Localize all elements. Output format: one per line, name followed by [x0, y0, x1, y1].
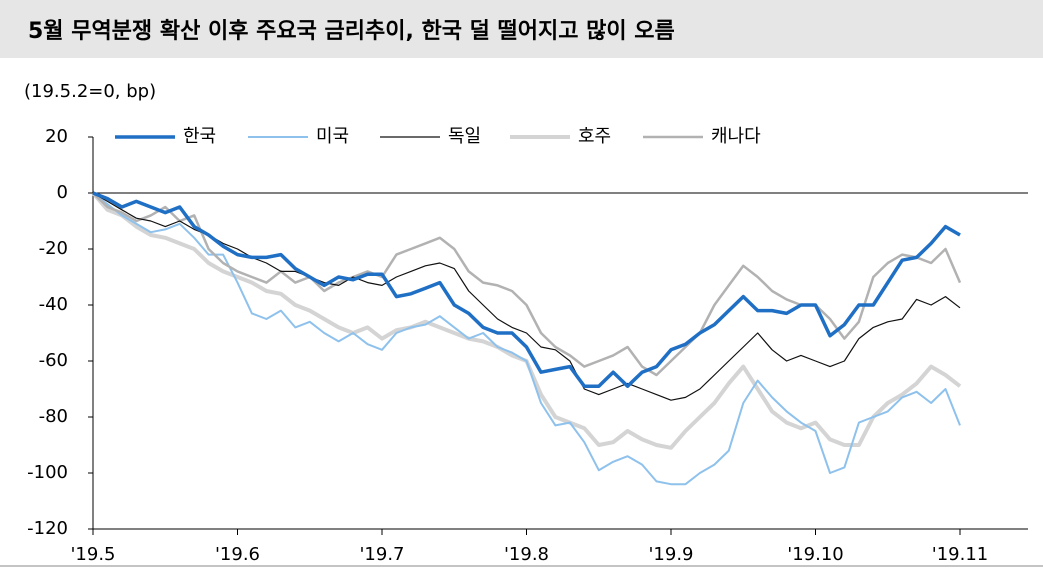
y-tick-label: -20 [39, 238, 68, 259]
legend-label: 한국 [183, 126, 216, 147]
y-tick-label: 20 [45, 126, 68, 147]
chart-title: 5월 무역분쟁 확산 이후 주요국 금리추이, 한국 덜 떨어지고 많이 오름 [28, 19, 675, 44]
x-tick-label: '19.8 [504, 544, 549, 565]
x-tick-label: '19.7 [359, 544, 404, 565]
series-line [92, 192, 961, 486]
subtitle: (19.5.2=0, bp) [24, 81, 156, 102]
title-banner [0, 0, 1043, 58]
legend-label: 호주 [578, 126, 611, 147]
series-line [92, 192, 961, 401]
x-tick-label: '19.9 [648, 544, 693, 565]
y-tick-label: -40 [39, 294, 68, 315]
x-tick-label: '19.10 [787, 544, 843, 565]
x-tick-label: '19.11 [932, 544, 988, 565]
y-tick-label: 0 [57, 182, 68, 203]
y-tick-label: -80 [39, 406, 68, 427]
legend-label: 캐나다 [711, 126, 761, 147]
x-tick-label: '19.5 [70, 544, 115, 565]
series-line [92, 191, 961, 388]
y-tick-label: -100 [27, 462, 68, 483]
y-tick-label: -120 [27, 518, 68, 539]
y-tick-label: -60 [39, 350, 68, 371]
x-tick-label: '19.6 [215, 544, 260, 565]
legend-label: 미국 [316, 126, 349, 147]
legend-label: 독일 [448, 126, 481, 147]
